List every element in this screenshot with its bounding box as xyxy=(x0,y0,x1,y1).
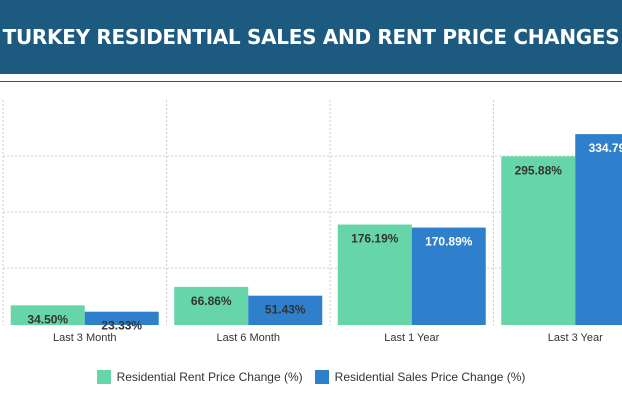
grid-lines xyxy=(2,100,622,325)
bar-rent xyxy=(337,224,412,325)
chart-title: TURKEY RESIDENTIAL SALES AND RENT PRICE … xyxy=(2,25,620,49)
bar-rent xyxy=(10,305,85,325)
header-divider xyxy=(0,81,622,82)
bar-sales xyxy=(84,311,159,325)
data-label-rent: 176.19% xyxy=(351,232,399,246)
x-tick-label: Last 6 Month xyxy=(216,332,280,344)
bar-sales xyxy=(248,295,323,325)
x-tick-label: Last 3 Year xyxy=(548,332,603,344)
x-tick-label: Last 1 Year xyxy=(384,332,439,344)
data-label-rent: 66.86% xyxy=(191,294,232,308)
bar-sales xyxy=(575,134,622,325)
data-label-rent: 295.88% xyxy=(515,163,563,177)
legend-item-rent[interactable]: Residential Rent Price Change (%) xyxy=(96,370,303,384)
bars xyxy=(10,134,622,325)
legend-item-sales[interactable]: Residential Sales Price Change (%) xyxy=(314,370,526,384)
bar-chart: 34.50% 23.33% 66.86% 51.43% 176.19% 170.89% 29… xyxy=(2,100,622,344)
legend-swatch-rent xyxy=(96,370,111,384)
data-labels: 34.50% 23.33% 66.86% 51.43% 176.19% 170.89% 29… xyxy=(27,141,622,333)
x-tick-label: Last 3 Month xyxy=(53,332,117,344)
bar-rent xyxy=(501,156,576,325)
legend-label-sales: Residential Sales Price Change (%) xyxy=(334,370,526,384)
bar-rent xyxy=(174,286,249,325)
data-label-rent: 34.50% xyxy=(27,312,68,326)
bar-sales xyxy=(411,227,486,325)
data-label-sales: 170.89% xyxy=(425,235,473,249)
data-label-sales: 51.43% xyxy=(265,303,306,317)
chart-header: TURKEY RESIDENTIAL SALES AND RENT PRICE … xyxy=(0,0,622,74)
data-label-sales: 334.79% xyxy=(589,141,622,155)
x-axis-ticks: Last 3 Month Last 6 Month Last 1 Year Last … xyxy=(53,332,603,344)
legend-label-rent: Residential Rent Price Change (%) xyxy=(116,370,303,384)
chart-legend: Residential Rent Price Change (%) Reside… xyxy=(0,366,622,388)
legend-swatch-sales xyxy=(314,370,329,384)
data-label-sales: 23.33% xyxy=(101,319,142,333)
